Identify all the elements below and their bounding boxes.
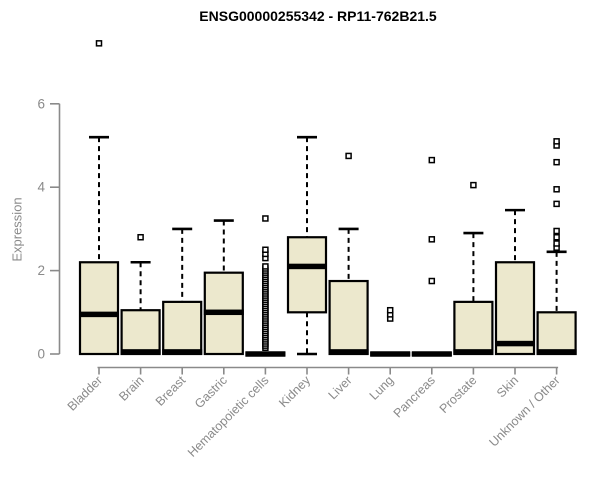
outlier-point xyxy=(95,40,103,47)
outlier-point xyxy=(428,277,436,285)
x-tick-label: Bladder xyxy=(65,373,105,413)
outlier-point xyxy=(553,227,560,235)
outlier-point xyxy=(262,263,269,270)
median-bar xyxy=(453,349,494,355)
outlier-point xyxy=(428,156,436,164)
x-tick-label: Breast xyxy=(153,373,189,409)
box xyxy=(453,300,494,356)
x-tick-label: Gastric xyxy=(192,373,230,411)
outlier-point xyxy=(553,233,560,241)
outlier-point xyxy=(553,200,560,208)
y-tick-label: 2 xyxy=(37,263,45,278)
x-tick-label: Prostate xyxy=(437,373,480,416)
x-tick-label: Pancreas xyxy=(391,373,438,420)
median-bar xyxy=(162,349,203,355)
outlier-point xyxy=(262,246,269,253)
outlier-point xyxy=(553,138,560,145)
x-tick-label: Liver xyxy=(326,373,355,402)
y-tick-label: 6 xyxy=(37,96,45,111)
median-bar xyxy=(120,349,161,355)
outlier-point xyxy=(553,158,560,166)
y-tick-label: 0 xyxy=(37,347,45,362)
median-bar xyxy=(287,263,327,270)
outlier-point xyxy=(553,186,560,193)
x-tick-label: Lung xyxy=(367,373,397,403)
box xyxy=(328,279,369,356)
x-tick-label: Brain xyxy=(116,373,147,404)
median-bar xyxy=(79,311,119,318)
median-bar xyxy=(536,349,577,355)
outlier-point xyxy=(470,181,477,189)
box xyxy=(162,300,203,356)
x-tick-label: Kidney xyxy=(276,373,313,410)
outlier-point xyxy=(428,236,436,243)
box xyxy=(536,311,577,356)
box xyxy=(286,236,328,314)
median-bar xyxy=(370,351,411,357)
box xyxy=(120,309,161,356)
x-tick-label: Unknown / Other xyxy=(486,373,562,449)
median-bar xyxy=(203,309,244,316)
outlier-point xyxy=(137,233,144,241)
x-tick-label: Skin xyxy=(494,373,521,400)
box xyxy=(78,261,120,356)
outlier-point xyxy=(345,152,352,160)
x-tick-label: Hematopoietic cells xyxy=(185,373,272,460)
median-bar xyxy=(328,349,369,355)
box xyxy=(494,261,536,356)
median-bar xyxy=(495,340,535,347)
outlier-point xyxy=(262,215,269,222)
median-bar xyxy=(245,351,286,357)
median-bar xyxy=(411,351,452,357)
outlier-point xyxy=(553,240,560,247)
outlier-point xyxy=(386,306,394,314)
chart-title: ENSG00000255342 - RP11-762B21.5 xyxy=(199,8,437,24)
y-tick-label: 4 xyxy=(37,180,45,195)
